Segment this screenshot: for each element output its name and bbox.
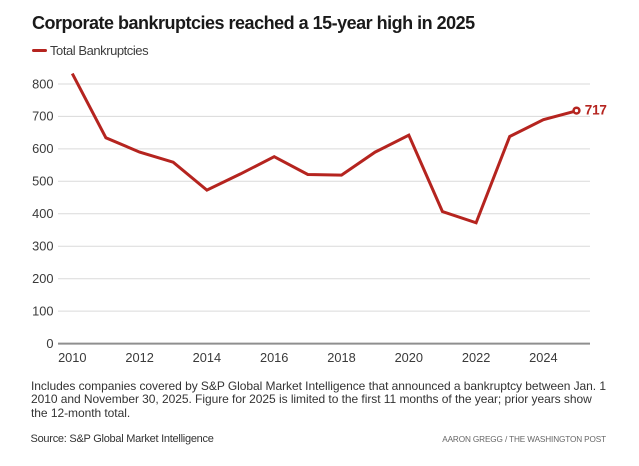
svg-text:2020: 2020 <box>395 350 423 365</box>
svg-text:400: 400 <box>32 206 53 221</box>
svg-text:2022: 2022 <box>462 350 490 365</box>
svg-text:500: 500 <box>32 174 53 189</box>
svg-text:600: 600 <box>32 141 53 156</box>
svg-text:2018: 2018 <box>327 350 355 365</box>
svg-text:200: 200 <box>32 271 53 286</box>
svg-text:2012: 2012 <box>125 350 153 365</box>
svg-text:300: 300 <box>32 239 53 254</box>
svg-text:2010: 2010 <box>58 350 86 365</box>
svg-text:2014: 2014 <box>193 350 221 365</box>
svg-text:2024: 2024 <box>529 350 557 365</box>
svg-text:100: 100 <box>32 303 53 318</box>
svg-text:0: 0 <box>46 336 53 351</box>
svg-text:800: 800 <box>32 76 53 91</box>
svg-text:717: 717 <box>585 103 607 118</box>
svg-text:700: 700 <box>32 109 53 124</box>
svg-text:2016: 2016 <box>260 350 288 365</box>
